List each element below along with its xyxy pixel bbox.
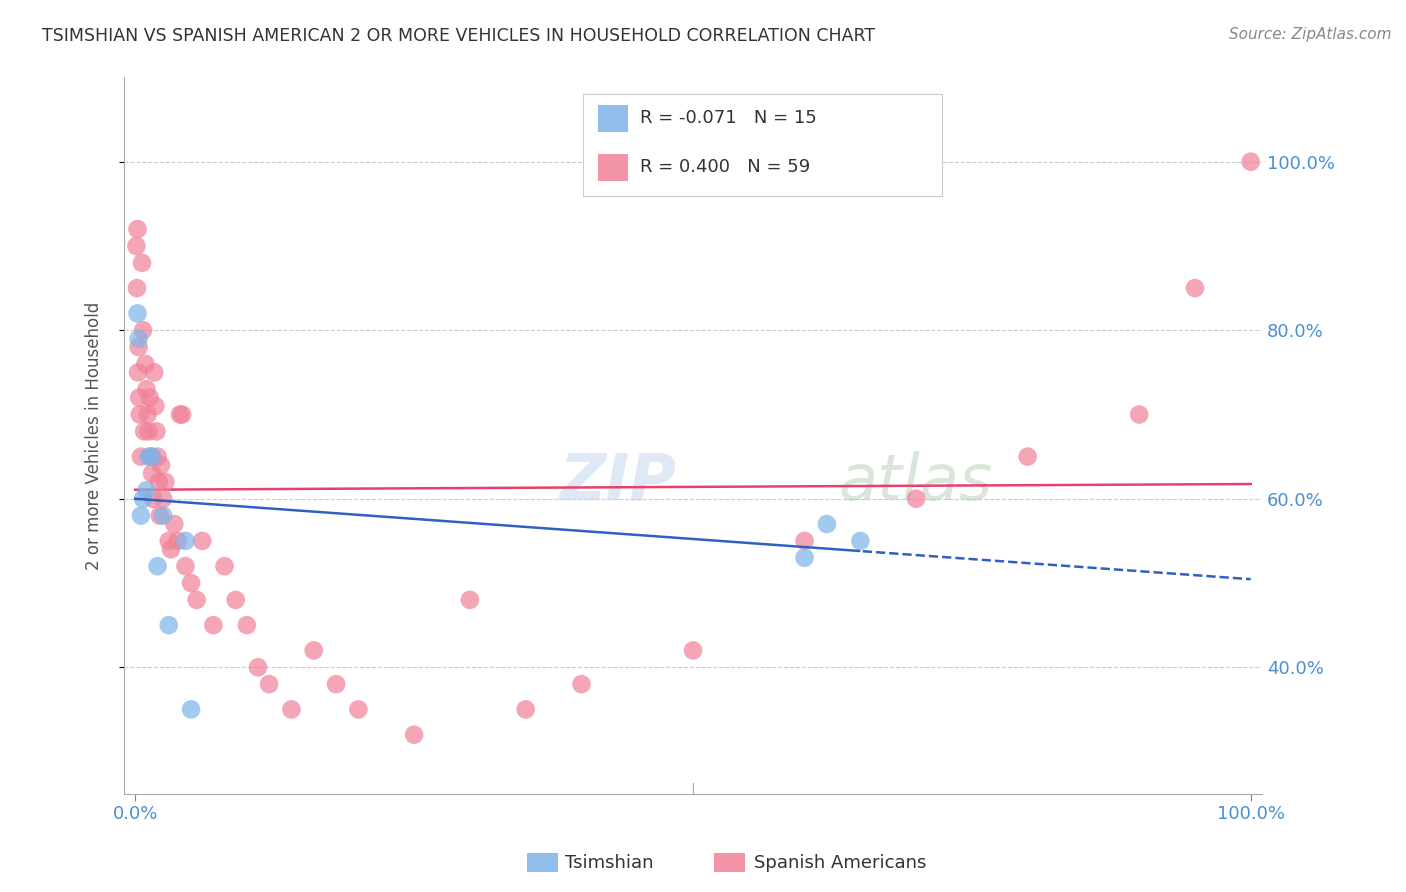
Point <box>169 408 191 422</box>
Point <box>141 467 163 481</box>
Point <box>174 533 197 548</box>
Point <box>132 491 155 506</box>
Point <box>146 559 169 574</box>
Text: R = 0.400   N = 59: R = 0.400 N = 59 <box>640 158 810 176</box>
Point <box>280 702 302 716</box>
Point <box>1017 450 1039 464</box>
Point <box>131 256 153 270</box>
Text: ZIP: ZIP <box>560 450 676 513</box>
Point <box>225 592 247 607</box>
Point <box>191 533 214 548</box>
Point <box>793 550 815 565</box>
Point <box>152 508 174 523</box>
Point <box>202 618 225 632</box>
Point <box>186 592 208 607</box>
Point <box>155 475 177 489</box>
Point <box>128 332 150 346</box>
Text: Source: ZipAtlas.com: Source: ZipAtlas.com <box>1229 27 1392 42</box>
Point <box>458 592 481 607</box>
Point <box>1128 408 1150 422</box>
Point <box>172 408 194 422</box>
Point <box>302 643 325 657</box>
Text: R = -0.071   N = 15: R = -0.071 N = 15 <box>640 109 817 127</box>
Point <box>138 450 160 464</box>
Point <box>128 408 150 422</box>
Point <box>127 306 149 320</box>
Point <box>515 702 537 716</box>
Text: atlas: atlas <box>838 450 993 513</box>
Point <box>152 491 174 506</box>
Point <box>134 425 156 439</box>
Point <box>146 450 169 464</box>
Point <box>166 533 188 548</box>
Point <box>163 516 186 531</box>
Point <box>139 391 162 405</box>
Point <box>157 618 180 632</box>
Text: Tsimshian: Tsimshian <box>565 854 654 871</box>
Point <box>1184 281 1206 295</box>
Point <box>129 508 152 523</box>
Point <box>180 576 202 591</box>
Point <box>127 222 149 236</box>
Point <box>347 702 370 716</box>
Point <box>141 450 163 464</box>
Point <box>246 660 269 674</box>
Point <box>135 382 157 396</box>
Point <box>136 408 159 422</box>
Y-axis label: 2 or more Vehicles in Household: 2 or more Vehicles in Household <box>86 301 103 570</box>
Point <box>139 450 162 464</box>
Point <box>571 677 593 691</box>
Point <box>132 323 155 337</box>
Text: TSIMSHIAN VS SPANISH AMERICAN 2 OR MORE VEHICLES IN HOUSEHOLD CORRELATION CHART: TSIMSHIAN VS SPANISH AMERICAN 2 OR MORE … <box>42 27 876 45</box>
Point <box>142 491 165 506</box>
Point <box>174 559 197 574</box>
Point <box>404 728 426 742</box>
Point <box>135 483 157 498</box>
Point <box>125 281 148 295</box>
Point <box>793 533 815 548</box>
Point <box>148 475 170 489</box>
Point <box>149 458 172 472</box>
Point <box>129 450 152 464</box>
Point <box>138 425 160 439</box>
Point <box>134 357 156 371</box>
Point <box>905 491 928 506</box>
Point <box>128 340 150 354</box>
Point <box>682 643 704 657</box>
Point <box>145 399 167 413</box>
Point <box>157 533 180 548</box>
Point <box>257 677 280 691</box>
Point <box>127 365 149 379</box>
Point <box>815 516 838 531</box>
Point <box>145 425 167 439</box>
Point <box>236 618 259 632</box>
Point <box>180 702 202 716</box>
Point <box>1240 154 1263 169</box>
Point <box>149 508 172 523</box>
Point <box>125 239 148 253</box>
Text: Spanish Americans: Spanish Americans <box>754 854 927 871</box>
Point <box>849 533 872 548</box>
Point <box>143 365 166 379</box>
Point <box>325 677 347 691</box>
Point <box>160 542 183 557</box>
Point <box>128 391 150 405</box>
Point <box>214 559 236 574</box>
